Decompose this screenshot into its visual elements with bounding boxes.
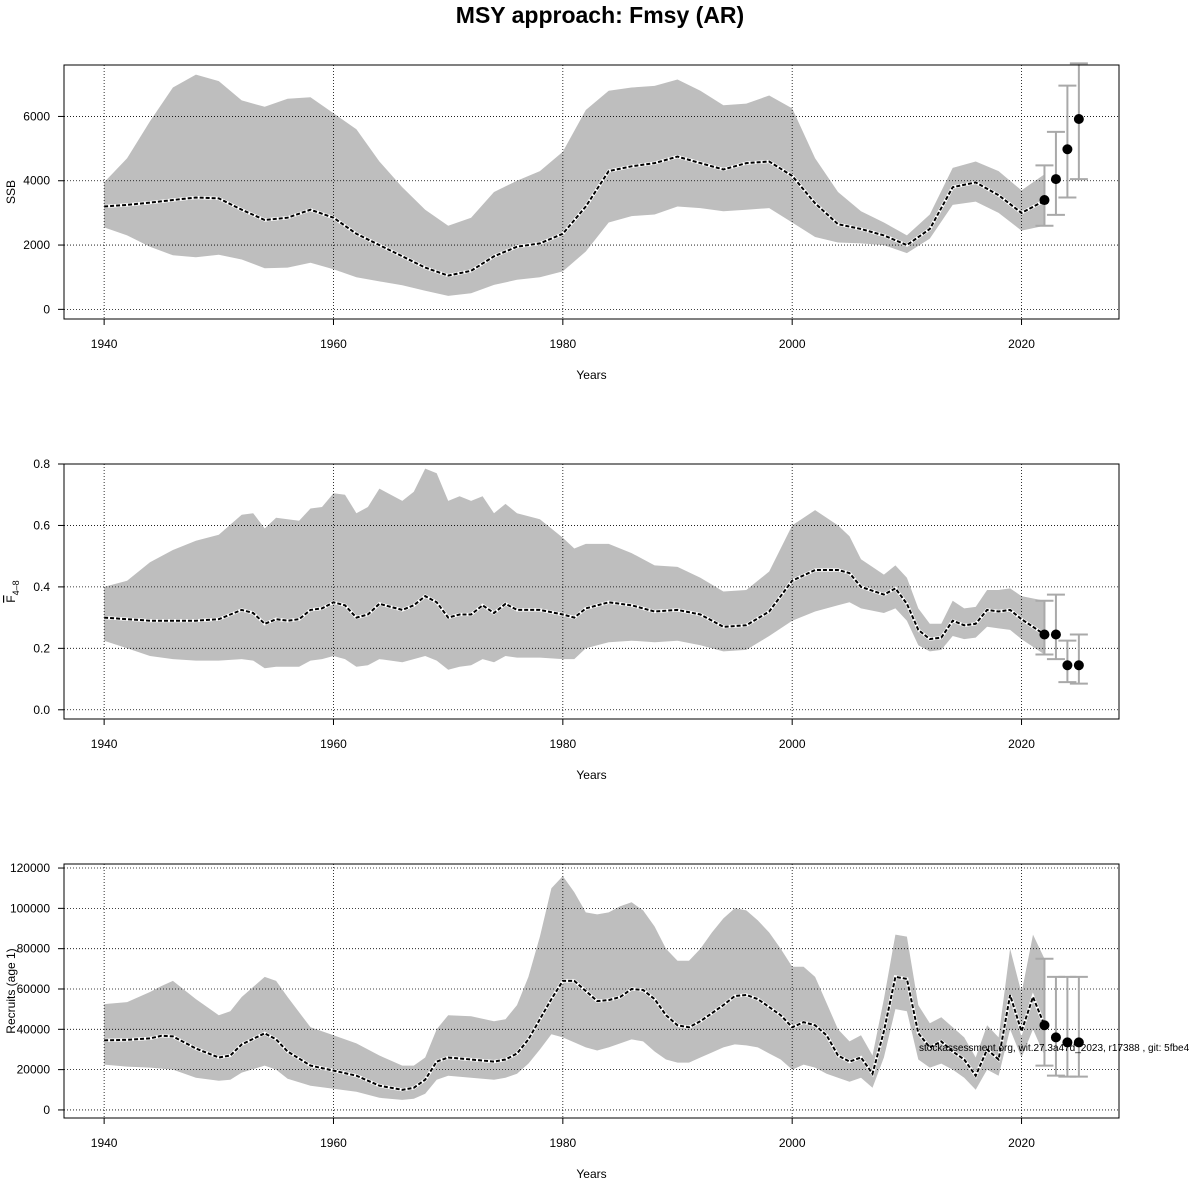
plot-frame [63, 64, 1120, 320]
x-tick-label: 2020 [1008, 737, 1035, 751]
x-tick-label: 1940 [91, 1136, 118, 1150]
x-tick-label: 1940 [91, 337, 118, 351]
y-axis-label: Recruits (age 1) [4, 948, 18, 1033]
x-tick-label: 2000 [779, 737, 806, 751]
y-tick-label: 0.6 [33, 518, 50, 532]
x-axis-label: Years [576, 768, 606, 782]
y-axis-label: F4–8 [4, 580, 21, 602]
y-tick-label: 4000 [23, 174, 50, 188]
y-tick-label: 2000 [23, 238, 50, 252]
y-tick-label: 0 [43, 1103, 50, 1117]
y-tick-label: 0 [43, 302, 50, 316]
y-tick-label: 0.0 [33, 703, 50, 717]
plot-frame [63, 863, 1120, 1119]
x-tick-label: 1980 [549, 1136, 576, 1150]
y-tick-label: 20000 [17, 1063, 51, 1077]
x-tick-label: 1960 [320, 1136, 347, 1150]
x-tick-label: 2000 [779, 1136, 806, 1150]
forecast-point [1073, 114, 1084, 125]
plot-frame [63, 463, 1120, 720]
estimate-line [104, 155, 1045, 277]
y-axis-label: SSB [4, 180, 18, 204]
forecast-point [1050, 174, 1061, 185]
y-tick-label: 80000 [17, 942, 51, 956]
confidence-band [104, 468, 1045, 670]
forecast-point [1039, 629, 1050, 640]
panel-ssb: 1940 1960 1980 2000 2020 0 2000 4000 6000 Years SS… [4, 62, 1120, 382]
forecast-point [1062, 1037, 1073, 1048]
y-tick-label: 0.4 [33, 580, 50, 594]
forecast-point [1050, 629, 1061, 640]
x-tick-label: 1980 [549, 737, 576, 751]
confidence-band [104, 876, 1045, 1100]
forecast-point [1073, 660, 1084, 671]
estimate-line [104, 569, 1046, 641]
forecast-point [1050, 1032, 1061, 1043]
y-tick-label: 6000 [23, 109, 50, 123]
x-tick-label: 1960 [320, 737, 347, 751]
estimate-line [104, 975, 1046, 1091]
page-title: MSY approach: Fmsy (AR) [455, 2, 745, 28]
x-tick-label: 1960 [320, 337, 347, 351]
forecast-point [1062, 660, 1073, 671]
y-tick-label: 0.2 [33, 641, 50, 655]
x-tick-label: 2020 [1008, 1136, 1035, 1150]
y-tick-label: 0.8 [33, 457, 50, 471]
x-tick-label: 2000 [779, 337, 806, 351]
forecast-point [1039, 1020, 1050, 1031]
panel-fbar: 1940 1960 1980 2000 2020 0.0 0.2 0.4 0.6 0.8 Years… [4, 457, 1120, 782]
x-tick-label: 1940 [91, 737, 118, 751]
panel-recruits: 1940 1960 1980 2000 2020 0 20000 40000 60000 8000… [4, 861, 1120, 1181]
x-axis-label: Years [576, 368, 606, 382]
y-axis-label-subscript: 4–8 [11, 580, 21, 595]
forecast-point [1073, 1037, 1084, 1048]
y-tick-label: 60000 [17, 982, 51, 996]
x-axis-label: Years [576, 1167, 606, 1181]
y-axis-label-main: F [4, 595, 18, 602]
forecast-point [1062, 144, 1073, 155]
x-tick-label: 1980 [549, 337, 576, 351]
y-tick-label: 40000 [17, 1022, 51, 1036]
footnote: stockassessment.org, wit.27.3a47d_2023, … [919, 1043, 1190, 1054]
y-tick-label: 120000 [10, 861, 50, 875]
forecast-point [1039, 195, 1050, 206]
x-tick-label: 2020 [1008, 337, 1035, 351]
y-tick-label: 100000 [10, 901, 50, 915]
confidence-band [104, 74, 1045, 296]
